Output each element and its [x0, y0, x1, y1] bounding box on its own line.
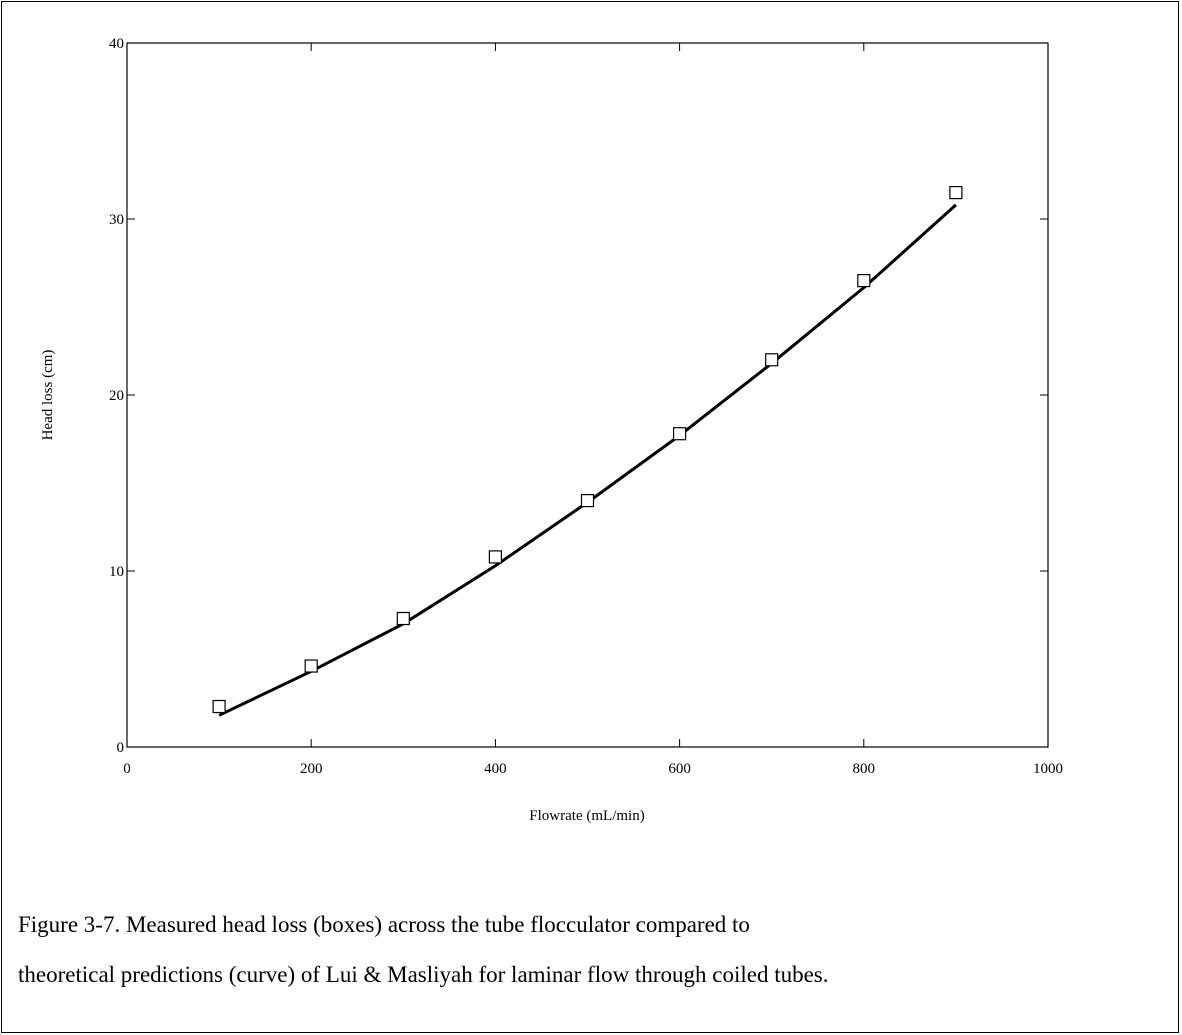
chart: 0 200 400 600 800 1000 0 10 20 30 40 Flowrate (mL…: [40, 36, 1063, 824]
measured-point: [857, 274, 871, 288]
theory-curve: [218, 203, 957, 717]
measured-point: [949, 186, 963, 200]
x-tick-label: 1000: [1033, 761, 1063, 777]
measured-point: [212, 699, 226, 714]
y-tick-label: 10: [109, 564, 124, 580]
measured-point: [672, 427, 687, 441]
x-axis-title: Flowrate (mL/min): [529, 808, 644, 824]
measured-point: [396, 611, 410, 626]
measured-point: [488, 550, 502, 564]
measured-point: [304, 659, 318, 673]
x-tick-label: 400: [484, 761, 507, 777]
x-axis-ticks: 0 200 400 600 800 1000: [123, 43, 1063, 777]
caption-line-2: theoretical predictions (curve) of Lui &…: [18, 962, 829, 987]
x-tick-label: 800: [853, 761, 876, 777]
series-layer: [212, 186, 963, 717]
x-tick-label: 200: [300, 761, 323, 777]
y-tick-label: 30: [109, 212, 124, 228]
y-tick-label: 0: [117, 740, 125, 756]
y-tick-label: 20: [109, 388, 124, 404]
measured-point: [580, 494, 595, 508]
y-tick-label: 40: [109, 36, 124, 52]
y-axis-title: Head loss (cm): [40, 350, 56, 441]
measured-point: [765, 353, 779, 367]
caption-line-1: Figure 3-7. Measured head loss (boxes) a…: [18, 912, 750, 937]
plot-area: [126, 42, 1049, 748]
x-tick-label: 0: [123, 761, 131, 777]
y-axis-ticks: 0 10 20 30 40: [109, 36, 1048, 756]
x-tick-label: 600: [668, 761, 691, 777]
figure-caption: Figure 3-7. Measured head loss (boxes) a…: [18, 900, 1168, 1000]
